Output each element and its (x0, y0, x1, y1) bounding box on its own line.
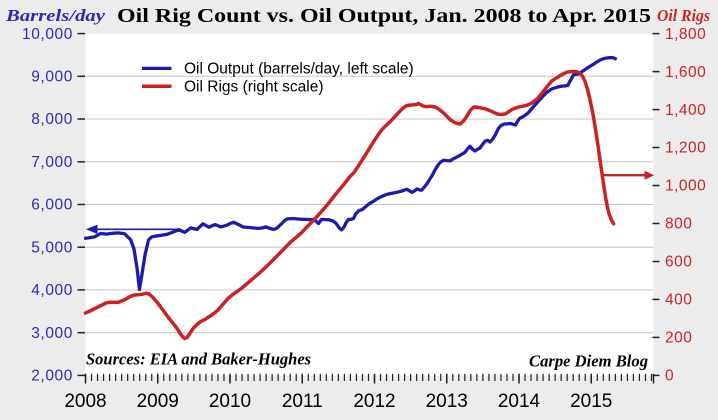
svg-text:Carpe Diem Blog: Carpe Diem Blog (529, 352, 648, 371)
svg-text:Oil Rigs: Oil Rigs (657, 6, 710, 25)
svg-text:5,000: 5,000 (31, 239, 73, 256)
svg-text:0: 0 (665, 368, 674, 385)
svg-text:2014: 2014 (498, 391, 541, 412)
svg-text:Oil Rig Count vs. Oil Output,: Oil Rig Count vs. Oil Output, Jan. 2008 … (117, 5, 651, 27)
svg-text:2008: 2008 (64, 391, 106, 412)
svg-text:1,600: 1,600 (665, 64, 706, 81)
svg-text:2011: 2011 (282, 391, 323, 412)
svg-text:1,800: 1,800 (665, 26, 706, 43)
svg-text:2010: 2010 (209, 391, 251, 412)
svg-text:1,200: 1,200 (665, 140, 706, 157)
svg-text:2013: 2013 (426, 391, 468, 412)
svg-text:3,000: 3,000 (31, 325, 73, 342)
svg-text:2012: 2012 (353, 391, 395, 412)
svg-text:600: 600 (665, 254, 692, 271)
svg-text:Oil Rigs (right scale): Oil Rigs (right scale) (184, 79, 324, 96)
svg-text:1,400: 1,400 (665, 102, 706, 119)
svg-text:7,000: 7,000 (31, 154, 73, 171)
svg-text:Barrels/day: Barrels/day (5, 6, 106, 25)
svg-text:400: 400 (665, 292, 692, 309)
svg-text:9,000: 9,000 (31, 69, 73, 86)
svg-text:200: 200 (665, 330, 692, 347)
svg-text:Oil Output (barrels/day, left: Oil Output (barrels/day, left scale) (184, 61, 414, 78)
svg-text:10,000: 10,000 (22, 26, 73, 43)
svg-text:2015: 2015 (570, 391, 612, 412)
svg-text:2009: 2009 (137, 391, 179, 412)
svg-text:2,000: 2,000 (31, 368, 73, 385)
svg-text:1,000: 1,000 (665, 178, 706, 195)
svg-text:4,000: 4,000 (31, 282, 73, 299)
svg-text:8,000: 8,000 (31, 111, 73, 128)
svg-text:Sources: EIA and Baker-Hughes: Sources: EIA and Baker-Hughes (86, 350, 311, 369)
svg-text:800: 800 (665, 216, 692, 233)
svg-text:6,000: 6,000 (31, 197, 73, 214)
